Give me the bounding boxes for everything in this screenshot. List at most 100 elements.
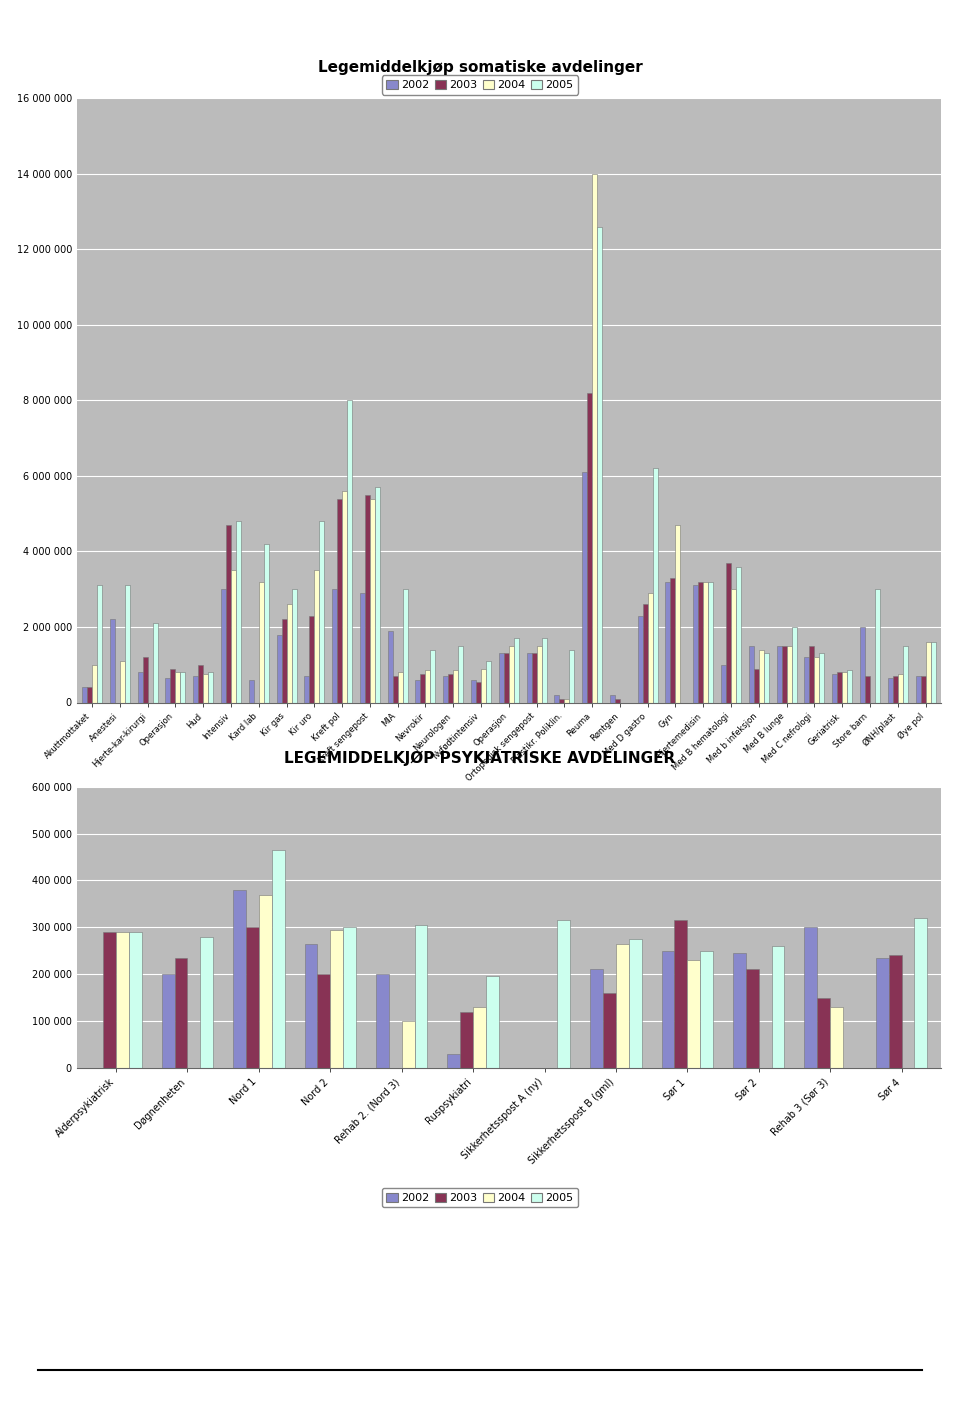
Bar: [847, 670, 852, 702]
Bar: [708, 582, 713, 702]
Bar: [337, 499, 342, 702]
Bar: [732, 589, 736, 702]
Bar: [758, 649, 764, 702]
Bar: [388, 631, 393, 702]
Bar: [541, 638, 546, 702]
Bar: [447, 1054, 460, 1068]
Bar: [693, 586, 698, 702]
Bar: [109, 620, 115, 702]
Bar: [87, 687, 92, 702]
Bar: [733, 953, 746, 1068]
Bar: [476, 681, 481, 702]
Bar: [592, 174, 597, 702]
Bar: [165, 679, 171, 702]
Bar: [817, 998, 830, 1068]
Bar: [809, 646, 814, 702]
Bar: [925, 642, 930, 702]
Bar: [460, 1012, 473, 1068]
Bar: [637, 615, 642, 702]
Bar: [537, 646, 541, 702]
Bar: [597, 226, 602, 702]
Bar: [259, 895, 272, 1068]
Bar: [430, 649, 436, 702]
Bar: [453, 670, 458, 702]
Bar: [564, 698, 569, 702]
Bar: [670, 577, 676, 702]
Bar: [125, 586, 130, 702]
Bar: [865, 676, 870, 702]
Bar: [504, 653, 509, 702]
Bar: [82, 687, 87, 702]
Bar: [642, 604, 648, 702]
Bar: [292, 589, 297, 702]
Bar: [448, 674, 453, 702]
Bar: [653, 468, 658, 702]
Legend: 2002, 2003, 2004, 2005: 2002, 2003, 2004, 2005: [382, 76, 578, 94]
Bar: [558, 920, 570, 1068]
Bar: [137, 672, 143, 702]
Bar: [226, 525, 231, 702]
Bar: [397, 672, 402, 702]
Bar: [486, 660, 491, 702]
Bar: [171, 669, 176, 702]
Bar: [777, 646, 781, 702]
Bar: [876, 958, 889, 1068]
Text: Legemiddelkjøp somatiske avdelinger: Legemiddelkjøp somatiske avdelinger: [318, 60, 642, 76]
Bar: [527, 653, 532, 702]
Bar: [889, 955, 901, 1068]
Bar: [700, 951, 713, 1068]
Bar: [772, 946, 784, 1068]
Bar: [842, 672, 847, 702]
Bar: [153, 624, 157, 702]
Bar: [330, 930, 343, 1068]
Bar: [376, 974, 389, 1068]
Bar: [129, 932, 142, 1068]
Bar: [781, 646, 786, 702]
Bar: [509, 646, 514, 702]
Bar: [272, 850, 284, 1068]
Bar: [259, 582, 264, 702]
Bar: [401, 1021, 415, 1068]
Bar: [348, 400, 352, 702]
Bar: [582, 472, 588, 702]
Bar: [726, 563, 732, 702]
Bar: [804, 927, 817, 1068]
Bar: [473, 1007, 486, 1068]
Bar: [444, 676, 448, 702]
Bar: [304, 676, 309, 702]
Bar: [286, 604, 292, 702]
Bar: [416, 680, 420, 702]
Bar: [104, 932, 116, 1068]
Bar: [246, 927, 259, 1068]
Bar: [629, 939, 641, 1068]
Bar: [832, 674, 837, 702]
Bar: [375, 488, 380, 702]
Bar: [749, 646, 754, 702]
Bar: [276, 635, 281, 702]
Bar: [304, 944, 318, 1068]
Bar: [116, 932, 129, 1068]
Bar: [233, 889, 246, 1068]
Bar: [830, 1007, 843, 1068]
Bar: [332, 589, 337, 702]
Bar: [661, 951, 675, 1068]
Bar: [198, 665, 204, 702]
Bar: [471, 680, 476, 702]
Bar: [97, 586, 102, 702]
Bar: [665, 582, 670, 702]
Bar: [309, 615, 314, 702]
Bar: [902, 646, 908, 702]
Bar: [888, 679, 893, 702]
Bar: [704, 582, 708, 702]
Bar: [314, 570, 320, 702]
Bar: [514, 638, 518, 702]
Bar: [486, 976, 499, 1068]
Bar: [764, 653, 769, 702]
Bar: [458, 646, 464, 702]
Bar: [588, 393, 592, 702]
Bar: [930, 642, 936, 702]
Bar: [499, 653, 504, 702]
Bar: [393, 676, 397, 702]
Bar: [698, 582, 704, 702]
Bar: [792, 627, 797, 702]
